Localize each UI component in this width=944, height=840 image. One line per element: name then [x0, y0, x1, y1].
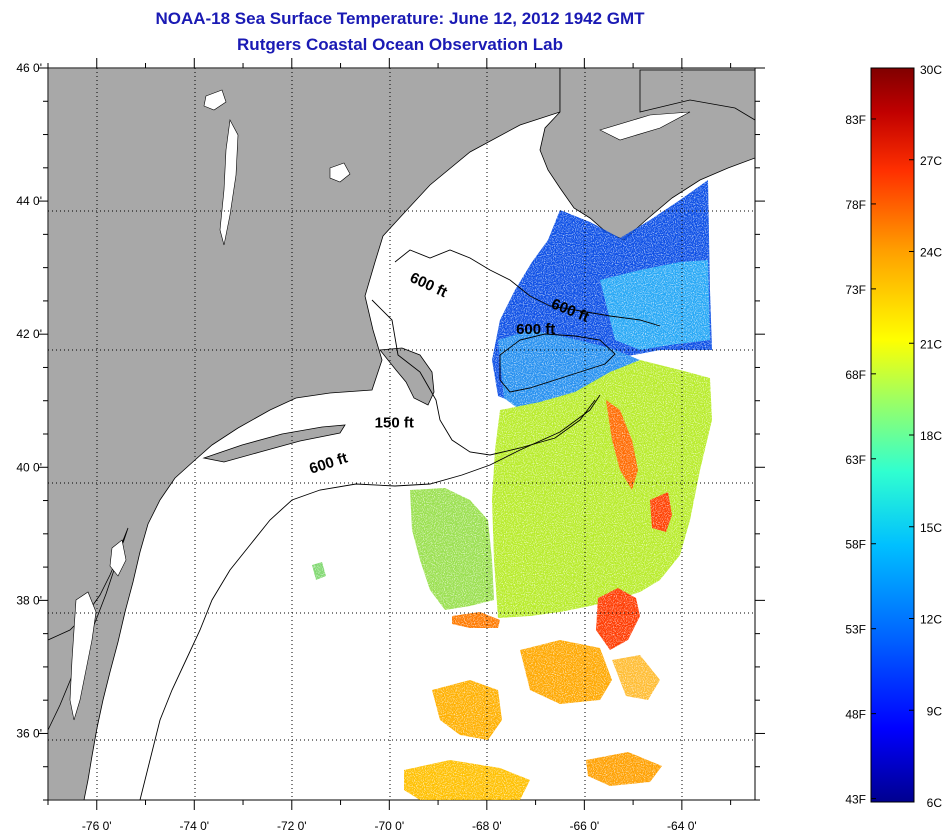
contour-label: 600 ft — [516, 321, 555, 338]
contour-600ft-gulf-of-maine — [394, 249, 661, 327]
land-cape-cod — [379, 347, 435, 406]
lon-tick-label: -74 0' — [179, 819, 209, 833]
lat-tick-label: 46 0' — [16, 61, 42, 75]
lat-tick-label: 42 0' — [16, 327, 42, 341]
lat-tick-label: 38 0' — [16, 593, 42, 607]
lon-tick-label: -76 0' — [82, 819, 112, 833]
colorbar-fahrenheit-label: 73F — [845, 283, 866, 297]
sst-warm-core-1 — [606, 400, 638, 490]
colorbar-celsius-label: 18C — [920, 429, 942, 443]
gulf-of-st-lawrence-strip — [599, 111, 691, 141]
sst-south-patches-2 — [520, 640, 612, 704]
colorbar-celsius-label: 15C — [920, 521, 942, 535]
colorbar-celsius-label: 6C — [927, 796, 943, 810]
sst-warm-core-3 — [596, 588, 640, 650]
colorbar-celsius-label: 12C — [920, 613, 942, 627]
title-line-2: Rutgers Coastal Ocean Observation Lab — [237, 35, 563, 54]
colorbar-fahrenheit-label: 43F — [845, 793, 866, 807]
lon-tick-label: -64 0' — [667, 819, 697, 833]
sst-south-patches-4 — [586, 752, 662, 786]
sst-shelf-water — [492, 360, 712, 618]
colorbar-celsius-label: 21C — [920, 337, 942, 351]
colorbar: 30C 27C 24C 21C 18C 15C 12C 9C 6C 83F 78F 73F 68F 63F… — [845, 63, 942, 810]
colorbar-ramp — [870, 67, 915, 803]
land-us-mainland — [48, 68, 561, 800]
colorbar-celsius-label: 9C — [927, 704, 943, 718]
sst-warm-edge-south — [452, 612, 500, 628]
colorbar-fahrenheit-label: 68F — [845, 368, 866, 382]
colorbar-fahrenheit-label: 53F — [845, 623, 866, 637]
land-new-brunswick — [639, 69, 755, 121]
lon-tick-label: -72 0' — [277, 819, 307, 833]
sst-south-patches-3 — [404, 760, 530, 800]
lat-tick-label: 40 0' — [16, 460, 42, 474]
sst-cool-spot — [312, 562, 326, 580]
sst-south-patches-1 — [432, 680, 502, 740]
colorbar-fahrenheit-label: 78F — [845, 198, 866, 212]
colorbar-fahrenheit-label: 83F — [845, 113, 866, 127]
contour-600ft-georges-basin — [499, 333, 616, 393]
contour-150ft — [371, 299, 596, 456]
chesapeake-bay — [69, 591, 97, 721]
sst-warm-core-2 — [650, 492, 672, 532]
axis-labels: -76 0' -74 0' -72 0' -70 0' -68 0' -66 0' -64 … — [16, 61, 696, 833]
lake-winnipesaukee — [329, 162, 351, 183]
title-line-1: NOAA-18 Sea Surface Temperature: June 12… — [155, 9, 645, 28]
delaware-bay — [109, 539, 127, 577]
land-long-island — [202, 424, 346, 463]
sst-southern-shelf — [410, 488, 494, 610]
colorbar-labels: 30C 27C 24C 21C 18C 15C 12C 9C 6C 83F 78F 73F 68F 63F… — [845, 63, 942, 810]
colorbar-fahrenheit-label: 58F — [845, 538, 866, 552]
lat-tick-label: 36 0' — [16, 726, 42, 740]
lake-george — [203, 89, 227, 111]
colorbar-fahrenheit-label: 48F — [845, 708, 866, 722]
inland-water — [69, 89, 691, 721]
contour-label: 150 ft — [375, 414, 414, 431]
lon-tick-label: -68 0' — [472, 819, 502, 833]
lon-tick-label: -70 0' — [374, 819, 404, 833]
sst-overlay — [312, 180, 712, 800]
axis-ticks — [38, 58, 765, 810]
lat-tick-label: 44 0' — [16, 194, 42, 208]
map-title: NOAA-18 Sea Surface Temperature: June 12… — [0, 6, 800, 58]
lake-champlain — [219, 119, 239, 246]
lon-tick-label: -66 0' — [570, 819, 600, 833]
sst-nova-scotia-shelf — [600, 260, 710, 350]
sst-south-patches-5 — [612, 655, 660, 700]
colorbar-celsius-label: 30C — [920, 63, 942, 77]
colorbar-celsius-label: 24C — [920, 246, 942, 260]
colorbar-celsius-label: 27C — [920, 154, 942, 168]
colorbar-fahrenheit-label: 63F — [845, 453, 866, 467]
